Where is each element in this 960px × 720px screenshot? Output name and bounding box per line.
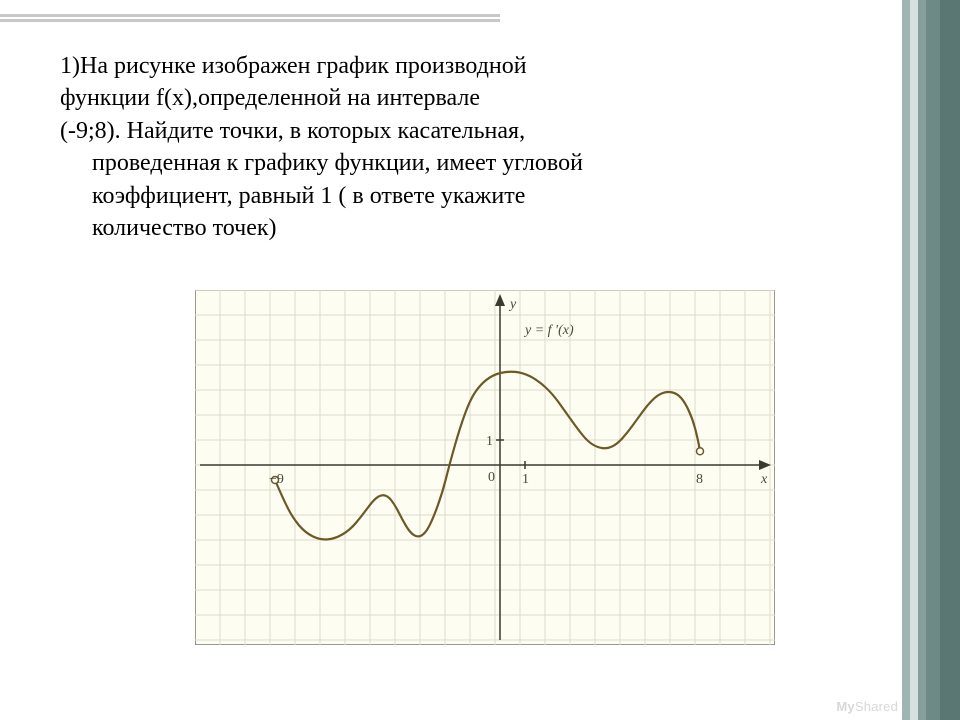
- svg-text:x: x: [760, 472, 768, 487]
- problem-text: 1)На рисунке изображен график производно…: [60, 50, 870, 244]
- content-region: 1)На рисунке изображен график производно…: [60, 50, 870, 244]
- decor-top-line-1: [0, 14, 500, 17]
- problem-line-4: проведенная к графику функции, имеет угл…: [60, 147, 870, 179]
- watermark-prefix: My: [836, 699, 854, 714]
- problem-line-3: (-9;8). Найдите точки, в которых касател…: [60, 118, 525, 144]
- svg-text:y: y: [508, 297, 517, 312]
- svg-text:8: 8: [696, 472, 703, 487]
- watermark: MyShared: [836, 699, 898, 714]
- problem-line-5: коэффициент, равный 1 ( в ответе укажите: [60, 180, 870, 212]
- svg-text:1: 1: [522, 472, 529, 487]
- problem-line-1: 1)На рисунке изображен график производно…: [60, 53, 527, 79]
- problem-line-2: функции f(x),определенной на интервале: [60, 85, 480, 111]
- decor-side-stripes: [902, 0, 960, 720]
- svg-text:−9: −9: [269, 472, 284, 487]
- derivative-chart: y x y = f ′(x) 0 1 1 −9 8: [195, 290, 775, 645]
- chart-container: y x y = f ′(x) 0 1 1 −9 8: [195, 290, 775, 645]
- chart-background: [195, 290, 775, 645]
- watermark-suffix: Shared: [855, 699, 898, 714]
- svg-text:1: 1: [486, 434, 493, 449]
- decor-top-line-2: [0, 19, 500, 22]
- problem-line-6: количество точек): [60, 212, 870, 244]
- svg-text:y = f ′(x): y = f ′(x): [523, 323, 574, 338]
- svg-text:0: 0: [488, 470, 495, 485]
